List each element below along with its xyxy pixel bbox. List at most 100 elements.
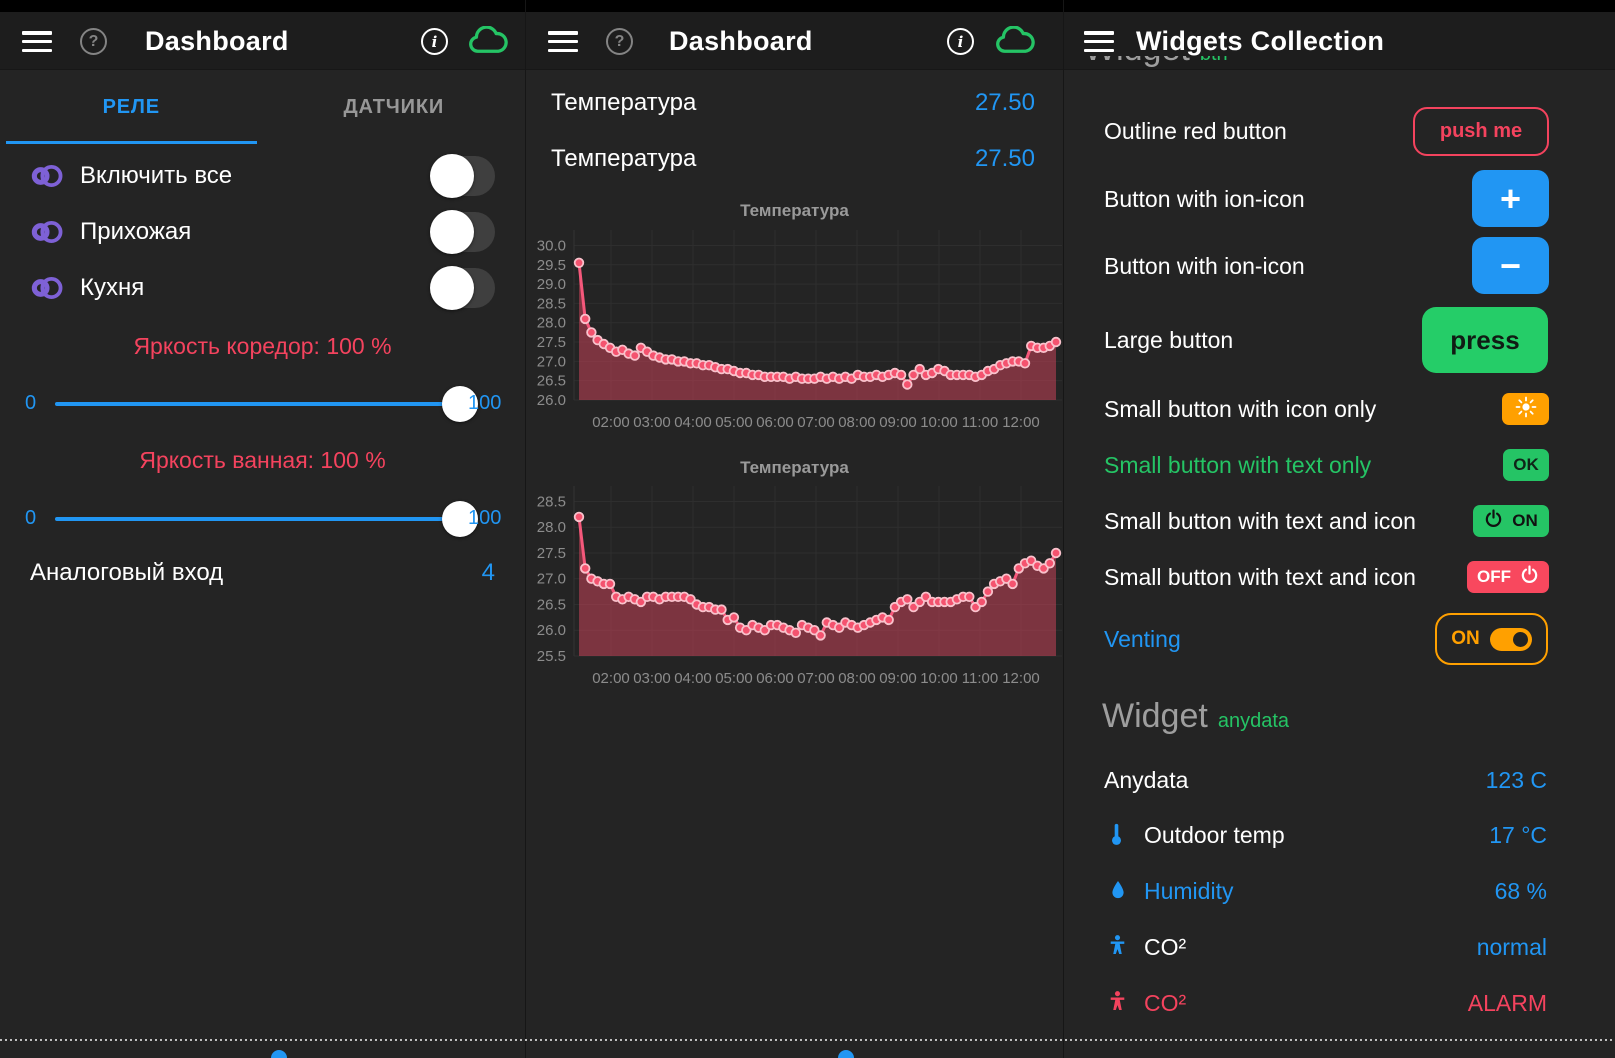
svg-text:05:00: 05:00 xyxy=(715,414,753,431)
chart-title: Температура xyxy=(740,458,849,477)
widget-row-outline-red: Outline red button push me xyxy=(1064,107,1615,156)
section-subtitle: btn xyxy=(1200,56,1228,65)
widget-label: Small button with icon only xyxy=(1104,396,1377,422)
widget-label: Small button with text only xyxy=(1104,452,1372,478)
slider-corridor-track[interactable] xyxy=(55,386,478,422)
temperature-value: 27.50 xyxy=(974,145,1035,172)
section-subtitle: anydata xyxy=(1217,710,1289,732)
data-label: Outdoor temp xyxy=(1144,822,1285,848)
switch-label: Включить все xyxy=(80,162,233,189)
section-title: Widget xyxy=(1084,56,1190,68)
data-row-outdoor-temp: Outdoor temp 17 °C xyxy=(1064,815,1615,855)
svg-text:05:00: 05:00 xyxy=(715,670,753,687)
app-bar: ? Dashboard i xyxy=(526,12,1063,70)
slider-corridor: 0 100 xyxy=(0,384,525,424)
svg-text:03:00: 03:00 xyxy=(633,670,671,687)
widget-row-plus: Button with ion-icon + xyxy=(1064,170,1615,227)
toggle-widget-icon xyxy=(28,275,66,306)
svg-text:28.0: 28.0 xyxy=(537,315,566,332)
menu-icon[interactable] xyxy=(548,31,578,52)
data-row-humidity: Humidity 68 % xyxy=(1064,871,1615,911)
data-value: ALARM xyxy=(1467,990,1547,1016)
ok-button[interactable]: OK xyxy=(1503,449,1549,481)
info-icon[interactable]: i xyxy=(947,28,974,55)
svg-text:08:00: 08:00 xyxy=(838,670,876,687)
svg-text:26.0: 26.0 xyxy=(537,622,566,639)
data-row-anydata: Anydata 123 C xyxy=(1064,760,1615,800)
widget-row-icon-only: Small button with icon only xyxy=(1064,393,1615,425)
switch-all-toggle[interactable] xyxy=(430,154,495,198)
panel-dashboard-sensors: ? Dashboard i Температура 27.50 Температ… xyxy=(525,0,1063,1058)
switch-hallway-toggle[interactable] xyxy=(430,210,495,254)
press-button[interactable]: press xyxy=(1422,307,1548,373)
switch-label: Кухня xyxy=(80,274,145,301)
svg-text:07:00: 07:00 xyxy=(797,414,835,431)
svg-text:27.0: 27.0 xyxy=(537,571,566,588)
svg-text:11:00: 11:00 xyxy=(962,414,998,431)
off-button[interactable]: OFF xyxy=(1467,561,1549,593)
slider-max-label: 100 xyxy=(468,507,502,529)
minus-button[interactable]: − xyxy=(1472,237,1549,294)
svg-text:02:00: 02:00 xyxy=(592,414,630,431)
switch-row-all: Включить все xyxy=(0,149,525,205)
tab-relays[interactable]: РЕЛЕ xyxy=(0,71,263,144)
widget-label: Button with ion-icon xyxy=(1104,253,1305,279)
svg-text:25.5: 25.5 xyxy=(537,648,566,665)
menu-icon[interactable] xyxy=(1084,31,1114,52)
widget-label: Small button with text and icon xyxy=(1104,564,1416,590)
plus-button[interactable]: + xyxy=(1472,170,1549,227)
switch-label: Прихожая xyxy=(80,218,192,245)
venting-toggle[interactable] xyxy=(1489,627,1532,651)
power-icon xyxy=(1484,509,1503,533)
svg-text:02:00: 02:00 xyxy=(592,670,630,687)
push-me-button[interactable]: push me xyxy=(1413,107,1549,156)
panel-dashboard-relays: ? Dashboard i РЕЛЕ ДАТЧИКИ Включить все … xyxy=(0,0,525,1058)
svg-text:27.5: 27.5 xyxy=(537,545,566,562)
tab-sensors[interactable]: ДАТЧИКИ xyxy=(343,96,445,118)
svg-text:10:00: 10:00 xyxy=(920,670,958,687)
svg-text:30.0: 30.0 xyxy=(537,237,566,254)
svg-text:28.5: 28.5 xyxy=(537,493,566,510)
svg-text:12:00: 12:00 xyxy=(1002,414,1040,431)
data-label: CO² xyxy=(1144,934,1187,960)
help-icon[interactable]: ? xyxy=(606,28,633,55)
temperature-chart-2: 28.5 28.0 27.5 27.0 26.5 26.0 25.5 02:00 03:00 04… xyxy=(537,486,1062,687)
person-icon xyxy=(1109,934,1126,962)
svg-text:28.5: 28.5 xyxy=(537,295,566,312)
menu-icon[interactable] xyxy=(22,31,52,52)
page-title: Dashboard xyxy=(669,26,813,56)
help-icon[interactable]: ? xyxy=(80,28,107,55)
slider-bathroom: 0 100 xyxy=(0,499,525,539)
venting-button[interactable]: ON xyxy=(1435,613,1548,665)
slider-min-label: 0 xyxy=(25,507,37,529)
slider-corridor-thumb[interactable] xyxy=(442,386,478,422)
cloud-status-icon xyxy=(993,25,1037,61)
chart-title: Температура xyxy=(740,201,849,220)
status-bar xyxy=(0,0,525,12)
switch-kitchen-toggle[interactable] xyxy=(430,266,495,310)
svg-text:04:00: 04:00 xyxy=(674,414,712,431)
data-row-co2-normal: CO² normal xyxy=(1064,927,1615,967)
slider-bathroom-track[interactable] xyxy=(55,501,478,537)
widget-row-text-only: Small button with text only OK xyxy=(1064,449,1615,481)
cropped-bottom-icon xyxy=(271,1050,287,1058)
widget-row-large: Large button press xyxy=(1064,307,1615,373)
slider-bathroom-thumb[interactable] xyxy=(442,501,478,537)
page-title: Dashboard xyxy=(145,26,289,56)
info-icon[interactable]: i xyxy=(421,28,448,55)
svg-text:26.5: 26.5 xyxy=(537,373,566,390)
temperature-chart-1: 30.0 29.5 29.0 28.5 28.0 27.5 27.0 26.5 26.0 02:0… xyxy=(537,230,1062,431)
data-value: 17 °C xyxy=(1489,822,1547,848)
svg-text:29.5: 29.5 xyxy=(537,257,566,274)
on-button[interactable]: ON xyxy=(1473,505,1549,537)
svg-text:27.0: 27.0 xyxy=(537,353,566,370)
svg-text:09:00: 09:00 xyxy=(879,414,917,431)
data-value: 68 % xyxy=(1494,878,1547,904)
sun-button[interactable] xyxy=(1502,393,1549,425)
data-row-co2-alarm: CO² ALARM xyxy=(1064,983,1615,1023)
panel-widgets-collection: Widgets Collection Widget btn Outline red… xyxy=(1063,0,1615,1058)
svg-text:03:00: 03:00 xyxy=(633,414,671,431)
widget-label: Button with ion-icon xyxy=(1104,186,1305,212)
svg-text:04:00: 04:00 xyxy=(674,670,712,687)
app-bar: Widgets Collection xyxy=(1064,12,1615,70)
